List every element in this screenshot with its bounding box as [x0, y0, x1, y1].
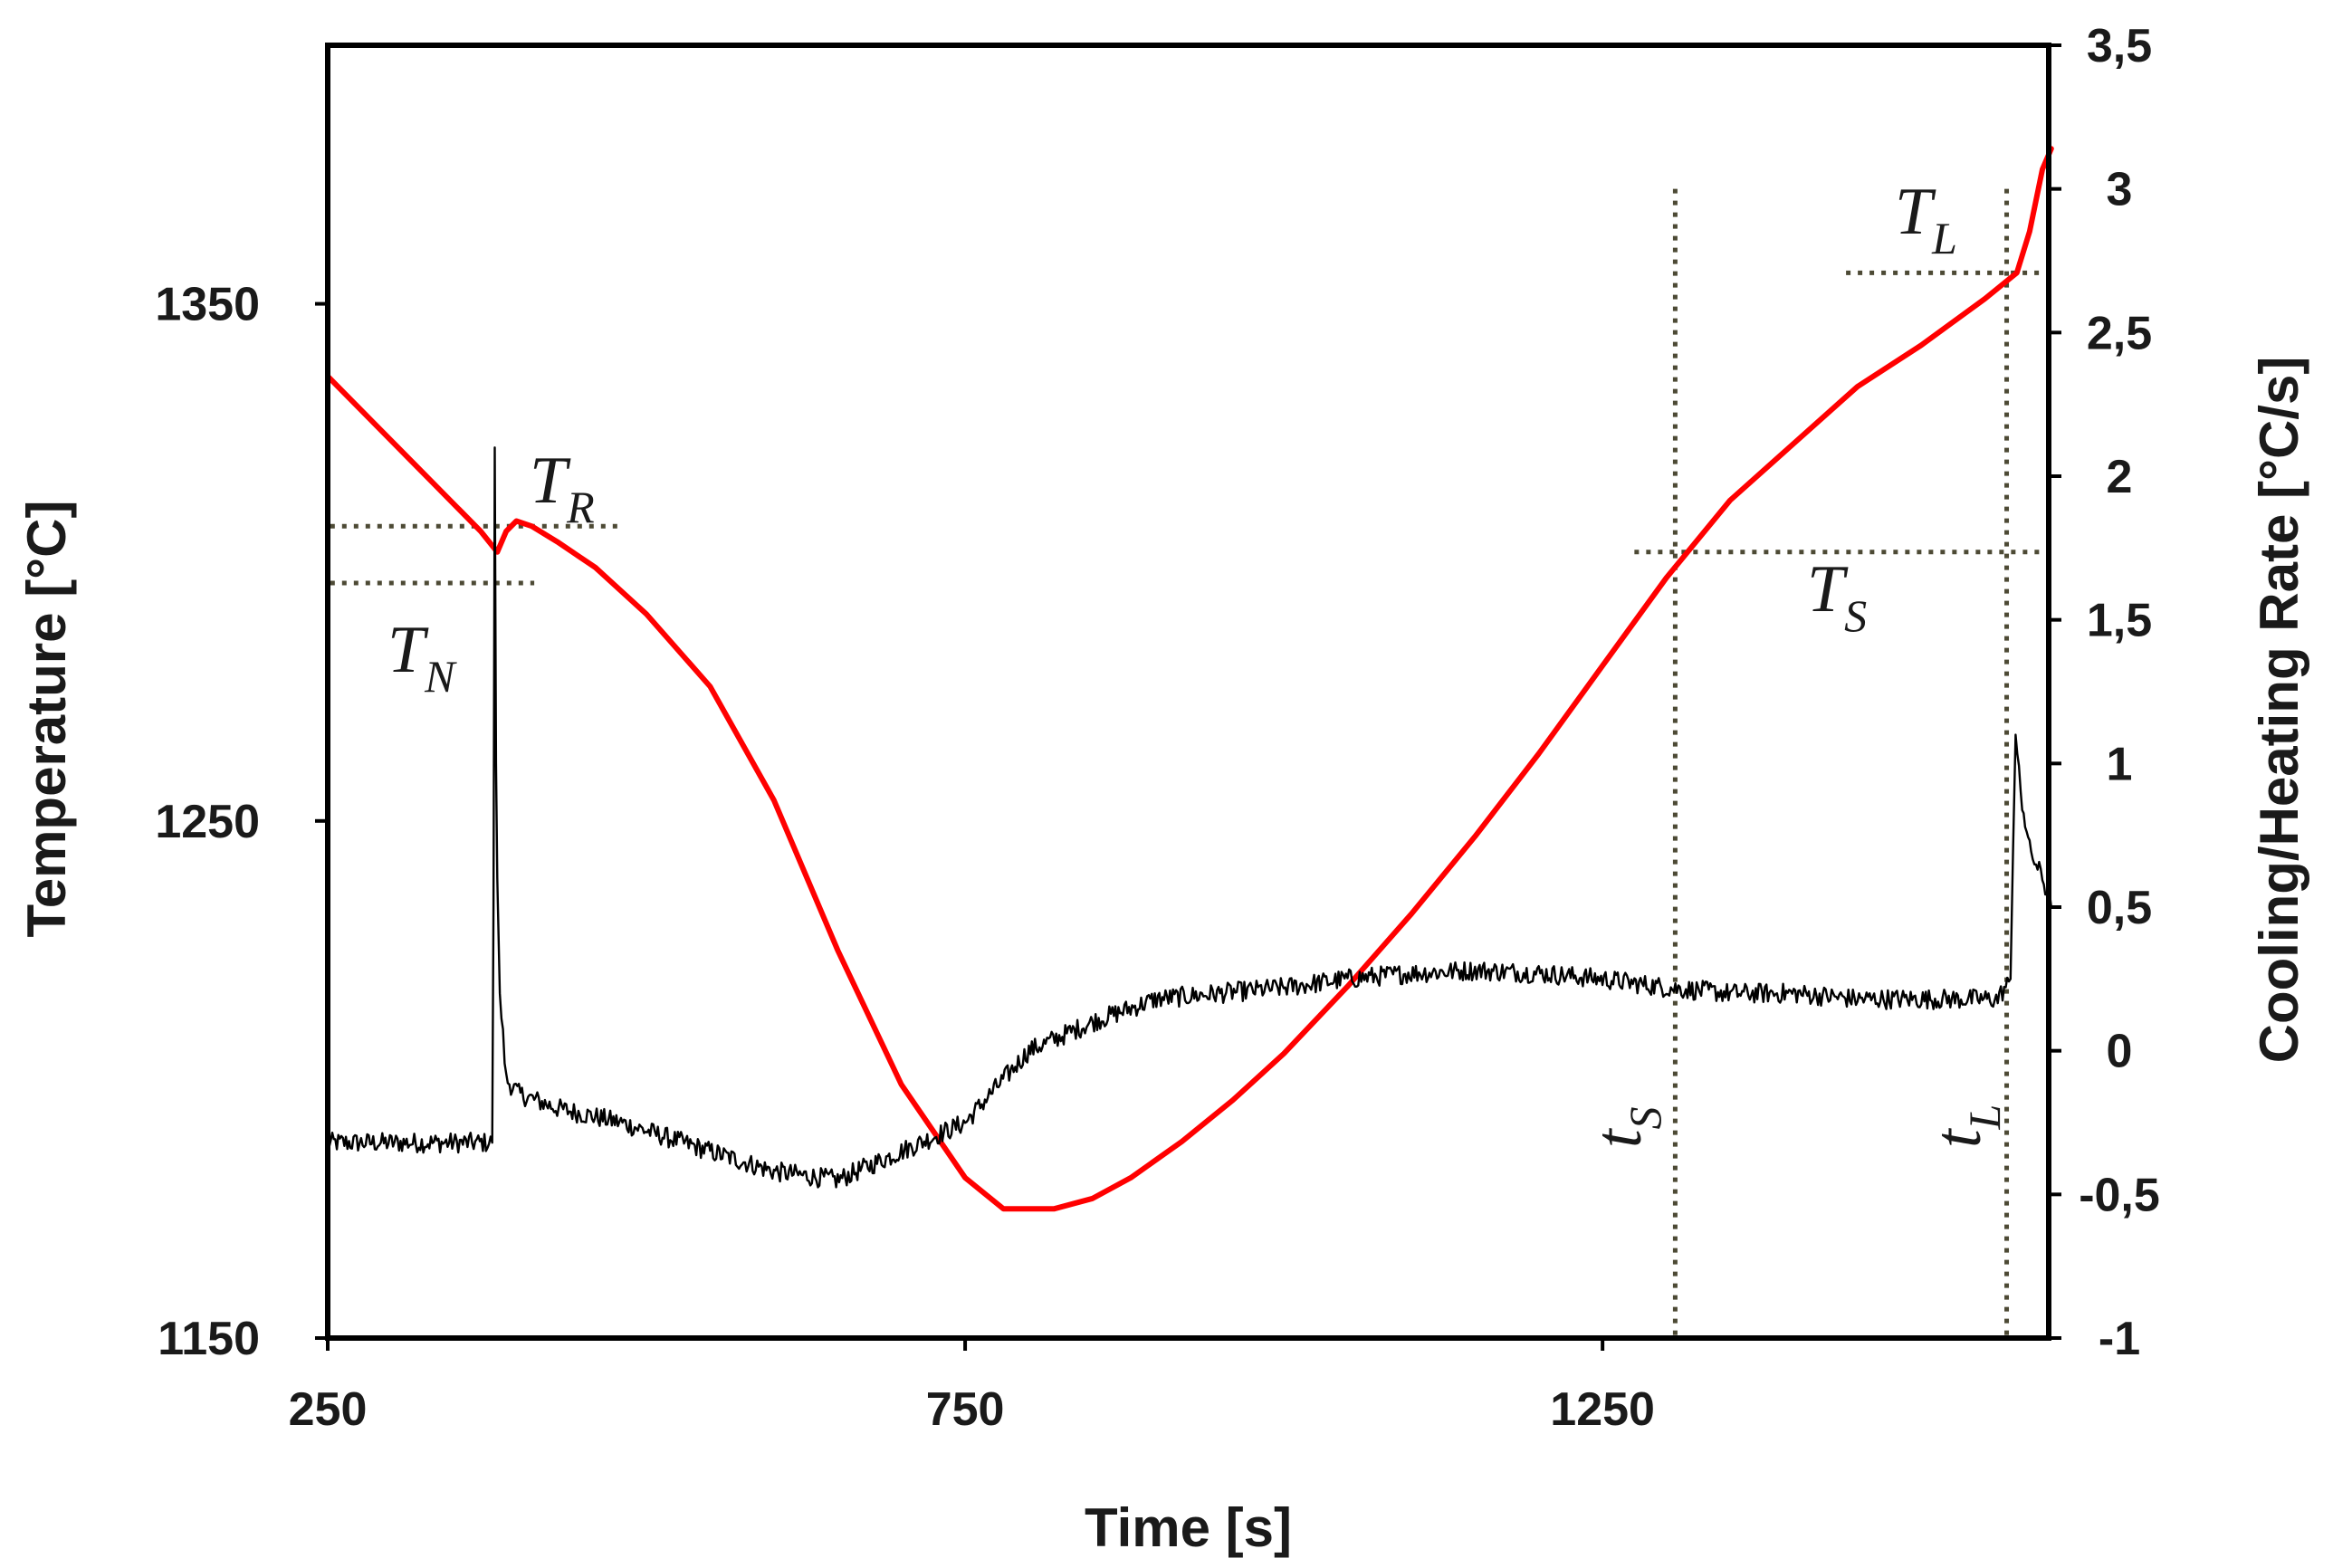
- left-tick-label: 1150: [158, 1313, 260, 1365]
- left-tick-label: 1250: [155, 796, 260, 848]
- annotation-base: t: [1582, 1127, 1656, 1148]
- right-tick-label: 0,5: [2087, 882, 2152, 934]
- annotation-base: T: [530, 444, 571, 518]
- right-tick-label: 0: [2107, 1026, 2133, 1078]
- plot-frame: [325, 43, 2051, 1341]
- annotation-subscript: N: [424, 651, 457, 702]
- right-axis-title: Cooling/Heating Rate [°C/s]: [2249, 357, 2309, 1064]
- right-tick-label: -0,5: [2079, 1169, 2160, 1221]
- annotation-subscript: S: [1620, 1106, 1670, 1129]
- annotation-tr: TR: [530, 444, 595, 532]
- right-tick-label: 1,5: [2087, 595, 2152, 647]
- rate-series-line: [326, 446, 2052, 1189]
- annotation-subscript: L: [1959, 1104, 2010, 1131]
- series-layer: [325, 146, 2054, 1212]
- annotation-base: t: [1921, 1127, 1995, 1148]
- annotation-subscript: L: [1931, 213, 1957, 263]
- annotation-ts: tS: [1582, 1106, 1670, 1148]
- annotation-base: T: [387, 613, 429, 687]
- right-tick-label: 2,5: [2087, 307, 2152, 359]
- right-tick-label: 3,5: [2087, 20, 2152, 72]
- x-tick-label: 1250: [1550, 1383, 1655, 1436]
- right-tick-label: 1: [2107, 738, 2133, 790]
- left-tick-label: 1350: [155, 279, 260, 331]
- annotation-base: T: [1807, 552, 1849, 626]
- x-tick-label: 250: [289, 1383, 368, 1436]
- annotation-tl: TL: [1895, 175, 1957, 263]
- left-axis-title: Temperature [°C]: [16, 501, 77, 938]
- annotation-subscript: R: [566, 482, 595, 532]
- x-axis-title: Time [s]: [1085, 1497, 1292, 1558]
- annotation-base: T: [1895, 175, 1936, 249]
- axis-ticks: 250 750 1250 1150 1250 1350 -1 -0,5 0 0,5 1 1,5 2 2,5…: [155, 20, 2159, 1436]
- annotation-ts: TS: [1807, 552, 1867, 641]
- annotation-subscript: S: [1844, 590, 1867, 641]
- right-tick-label: 2: [2107, 451, 2133, 503]
- right-tick-label: 3: [2107, 164, 2133, 216]
- x-tick-label: 750: [926, 1383, 1005, 1436]
- annotation-tn: TN: [387, 613, 457, 702]
- temperature-series-line: [325, 146, 2054, 1212]
- reference-lines: [330, 185, 2042, 1335]
- right-tick-label: -1: [2099, 1313, 2140, 1365]
- annotation-tl: tL: [1921, 1104, 2010, 1148]
